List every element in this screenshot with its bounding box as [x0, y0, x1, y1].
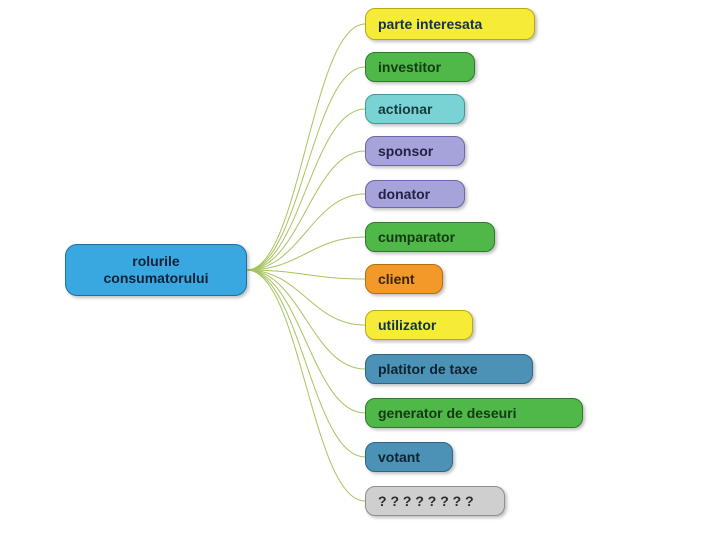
child-label: sponsor	[378, 143, 433, 159]
child-node-n6[interactable]: cumparator	[365, 222, 495, 252]
mindmap-stage: rolurile consumatorului parte interesata…	[0, 0, 720, 540]
edge-n2	[247, 67, 365, 270]
edge-n8	[247, 270, 365, 325]
child-label: generator de deseuri	[378, 405, 517, 421]
root-label: rolurile consumatorului	[78, 253, 234, 287]
edge-n3	[247, 109, 365, 270]
child-node-n10[interactable]: generator de deseuri	[365, 398, 583, 428]
child-label: client	[378, 271, 415, 287]
child-label: ? ? ? ? ? ? ? ?	[378, 493, 474, 509]
child-label: platitor de taxe	[378, 361, 478, 377]
child-node-n12[interactable]: ? ? ? ? ? ? ? ?	[365, 486, 505, 516]
edge-n4	[247, 151, 365, 270]
child-label: cumparator	[378, 229, 455, 245]
child-node-n8[interactable]: utilizator	[365, 310, 473, 340]
edge-n9	[247, 270, 365, 369]
child-node-n1[interactable]: parte interesata	[365, 8, 535, 40]
child-node-n7[interactable]: client	[365, 264, 443, 294]
edge-n6	[247, 237, 365, 270]
child-label: parte interesata	[378, 16, 482, 32]
child-node-n4[interactable]: sponsor	[365, 136, 465, 166]
edge-n1	[247, 24, 365, 270]
edge-n12	[247, 270, 365, 501]
edge-n10	[247, 270, 365, 413]
child-node-n11[interactable]: votant	[365, 442, 453, 472]
edge-n5	[247, 194, 365, 270]
edge-n11	[247, 270, 365, 457]
child-node-n5[interactable]: donator	[365, 180, 465, 208]
child-label: donator	[378, 186, 430, 202]
child-node-n2[interactable]: investitor	[365, 52, 475, 82]
edge-n7	[247, 270, 365, 279]
child-label: actionar	[378, 101, 432, 117]
child-node-n3[interactable]: actionar	[365, 94, 465, 124]
root-node[interactable]: rolurile consumatorului	[65, 244, 247, 296]
child-node-n9[interactable]: platitor de taxe	[365, 354, 533, 384]
child-label: investitor	[378, 59, 441, 75]
child-label: utilizator	[378, 317, 436, 333]
child-label: votant	[378, 449, 420, 465]
